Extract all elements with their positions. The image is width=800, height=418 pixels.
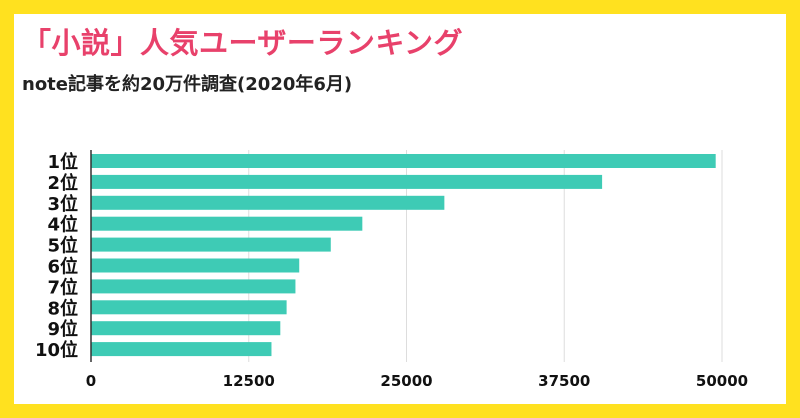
x-tick-label: 37500 — [538, 372, 590, 390]
bar — [91, 237, 331, 252]
rank-label: 8位 — [47, 297, 78, 319]
rank-label: 1位 — [47, 151, 78, 173]
bar — [91, 174, 603, 189]
x-tick-labels: 0 12500 25000 37500 50000 — [86, 372, 748, 390]
bar — [91, 195, 445, 210]
x-tick-label: 0 — [86, 372, 96, 390]
x-tick-label: 12500 — [223, 372, 275, 390]
chart-subtitle: note記事を約20万件調査(2020年6月) — [22, 74, 353, 95]
rank-label: 4位 — [47, 214, 78, 236]
bar — [91, 258, 300, 273]
bar — [91, 321, 281, 336]
bar — [91, 279, 296, 294]
rank-label: 6位 — [47, 256, 78, 278]
x-tick-label: 50000 — [696, 372, 748, 390]
rank-label: 9位 — [47, 318, 78, 340]
bar — [91, 300, 287, 315]
x-tick-label: 25000 — [380, 372, 432, 390]
rank-label: 7位 — [47, 276, 78, 298]
bar — [91, 154, 716, 168]
bars — [91, 154, 716, 357]
bar — [91, 216, 363, 231]
rank-label: 2位 — [47, 172, 78, 194]
bar — [91, 342, 272, 357]
rank-label: 3位 — [47, 193, 78, 215]
chart-title: 「小説」人気ユーザーランキング — [22, 26, 464, 60]
rank-label: 10位 — [35, 339, 78, 361]
rank-label: 5位 — [47, 235, 78, 257]
